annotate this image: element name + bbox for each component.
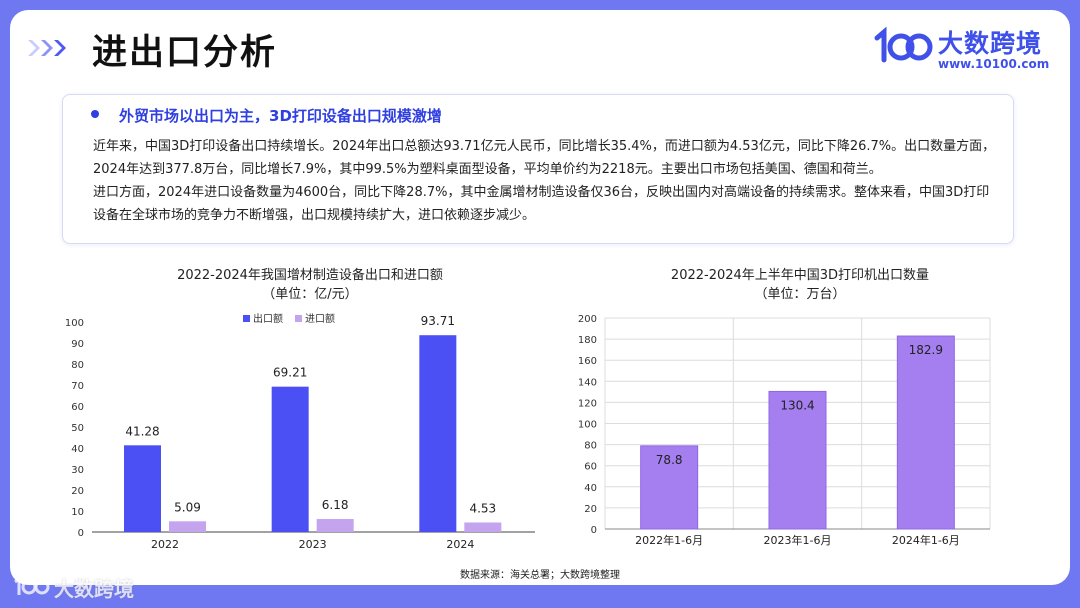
y-tick-label: 100 (578, 420, 597, 431)
summary-body: 近年来，中国3D打印设备出口持续增长。2024年出口总额达93.71亿元人民币，… (93, 135, 998, 227)
y-tick-label: 80 (71, 360, 84, 371)
summary-box: 外贸市场以出口为主，3D打印设备出口规模激增 近年来，中国3D打印设备出口持续增… (62, 94, 1014, 244)
watermark-text: 大数跨境 (54, 577, 134, 601)
data-label: 182.9 (909, 343, 943, 357)
y-tick-label: 0 (78, 528, 84, 539)
y-tick-label: 70 (71, 381, 84, 392)
y-tick-label: 100 (65, 318, 84, 329)
y-tick-label: 120 (578, 398, 597, 409)
right-chart-title: 2022-2024年上半年中国3D打印机出口数量 (670, 268, 930, 283)
bar (124, 445, 161, 532)
bar (169, 521, 206, 532)
x-tick-label: 2023 (299, 538, 327, 551)
y-tick-label: 20 (584, 504, 597, 515)
y-tick-label: 160 (578, 356, 597, 367)
y-tick-label: 30 (71, 465, 84, 476)
y-tick-label: 40 (584, 483, 597, 494)
brand-name: 大数跨境 (938, 29, 1043, 58)
data-label: 6.18 (322, 498, 349, 512)
brand: 大数跨境 www.10100.com (872, 24, 1052, 74)
legend-swatch (243, 315, 250, 322)
left-chart-title: 2022-2024年我国增材制造设备出口和进口额 (177, 268, 443, 283)
bar (271, 386, 309, 532)
source-note: 数据来源：海关总署；大数跨境整理 (460, 570, 620, 581)
x-tick-label: 2022年1-6月 (635, 533, 703, 547)
legend-swatch (295, 315, 302, 322)
brand-url: www.10100.com (938, 57, 1050, 71)
y-tick-label: 0 (591, 525, 597, 536)
x-tick-label: 2024 (446, 538, 474, 551)
brand-logo-icon (874, 26, 933, 63)
legend-label: 出口额 (253, 312, 283, 325)
bar (640, 445, 699, 530)
x-tick-label: 2023年1-6月 (764, 533, 832, 547)
bar (896, 335, 955, 530)
watermark: 大数跨境 (12, 572, 162, 602)
y-tick-label: 50 (71, 423, 84, 434)
summary-paragraph-1: 近年来，中国3D打印设备出口持续增长。2024年出口总额达93.71亿元人民币，… (93, 139, 996, 177)
left-bar-chart: 0 10 20 30 40 50 60 70 80 90 100 出口额 进口额 41.28 5.09 202… (65, 312, 535, 551)
right-bar-chart: 0 20 40 60 80 100 120 140 160 180 200 78.8 2022年1-6月… (578, 314, 991, 547)
y-tick-label: 10 (71, 507, 84, 518)
data-label: 69.21 (273, 366, 307, 380)
y-tick-label: 20 (71, 486, 84, 497)
y-tick-label: 60 (584, 462, 597, 473)
x-tick-label: 2024年1-6月 (892, 533, 960, 547)
watermark-logo-icon (14, 576, 50, 595)
data-label: 78.8 (656, 453, 683, 467)
legend-label: 进口额 (305, 312, 335, 325)
x-tick-label: 2022 (151, 538, 179, 551)
data-label: 5.09 (174, 500, 201, 514)
left-chart-title-block: 2022-2024年我国增材制造设备出口和进口额 （单位：亿/元） (130, 266, 490, 304)
title-chevrons-icon (26, 38, 66, 58)
left-chart-subtitle: （单位：亿/元） (262, 287, 358, 302)
summary-heading: 外贸市场以出口为主，3D打印设备出口规模激增 (119, 107, 442, 125)
y-tick-label: 60 (71, 402, 84, 413)
bar (419, 335, 457, 532)
y-tick-label: 80 (584, 441, 597, 452)
y-tick-label: 140 (578, 377, 597, 388)
bar (316, 519, 354, 532)
summary-paragraph-2: 进口方面，2024年进口设备数量为4600台，同比下降28.7%，其中金属增材制… (93, 185, 990, 223)
bar (464, 522, 502, 532)
y-tick-label: 90 (71, 339, 84, 350)
y-tick-label: 180 (578, 335, 597, 346)
data-label: 4.53 (469, 501, 496, 515)
bottom-band (0, 585, 1080, 608)
data-label: 93.71 (421, 314, 455, 328)
right-chart-subtitle: （单位：万台） (754, 287, 846, 302)
right-chart-title-block: 2022-2024年上半年中国3D打印机出口数量 （单位：万台） (630, 266, 970, 304)
data-label: 41.28 (125, 424, 159, 438)
y-tick-label: 200 (578, 314, 597, 325)
bullet-dot-icon (91, 110, 99, 118)
page-title: 进出口分析 (92, 33, 278, 73)
y-tick-label: 40 (71, 444, 84, 455)
data-label: 130.4 (780, 398, 814, 412)
bar (768, 390, 827, 530)
